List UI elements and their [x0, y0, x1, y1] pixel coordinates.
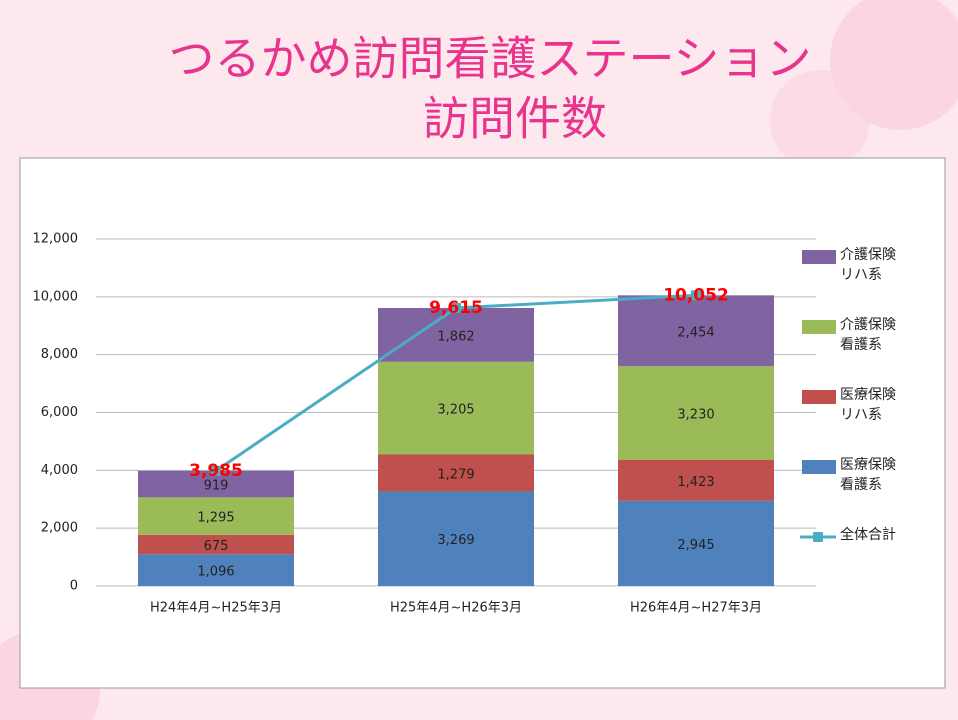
chart-subtitle: 訪問件数: [423, 92, 607, 146]
bar-segment: [618, 500, 774, 586]
y-tick-label: 6,000: [41, 405, 78, 420]
legend-swatch: [813, 532, 823, 542]
y-tick-label: 12,000: [33, 232, 79, 247]
line-marker: [691, 290, 701, 301]
data-label: 919: [204, 479, 229, 494]
data-label: 1,295: [197, 511, 234, 526]
legend-label: 介護保険リハ系: [840, 247, 896, 283]
chart-title: つるかめ訪問看護ステーション: [168, 32, 811, 86]
legend-swatch: [802, 460, 836, 474]
bar-segment: [378, 491, 534, 586]
legend-label: 医療保険リハ系: [840, 387, 896, 423]
data-label: 1,096: [197, 565, 234, 580]
line-marker: [451, 302, 461, 313]
data-label: 2,454: [677, 325, 714, 340]
legend-swatch: [802, 320, 836, 334]
x-tick-label: H26年4月~H27年3月: [630, 601, 762, 616]
data-label: 3,230: [677, 407, 714, 422]
legend-label: 全体合計: [840, 527, 896, 543]
bar-segment: [138, 534, 294, 555]
x-tick-label: H25年4月~H26年3月: [390, 601, 522, 616]
total-label: 10,052: [663, 285, 729, 305]
y-tick-label: 0: [70, 579, 78, 594]
y-tick-label: 10,000: [33, 289, 79, 304]
data-label: 1,279: [437, 467, 474, 482]
data-label: 675: [204, 539, 229, 554]
y-tick-label: 2,000: [41, 521, 78, 536]
total-label: 9,615: [429, 298, 483, 318]
data-label: 1,862: [437, 329, 474, 344]
bar-segment: [138, 554, 294, 586]
y-tick-label: 8,000: [41, 347, 78, 362]
legend-swatch: [802, 390, 836, 404]
legend-label: 介護保険看護系: [840, 317, 896, 353]
line-marker: [211, 465, 221, 476]
bar-segment: [618, 366, 774, 460]
bar-segment: [378, 454, 534, 492]
legend-swatch: [802, 250, 836, 264]
bar-segment: [378, 307, 534, 362]
bar-segment: [378, 361, 534, 455]
bar-segment: [618, 459, 774, 501]
data-label: 3,269: [437, 533, 474, 548]
bar-segment: [618, 295, 774, 367]
y-tick-label: 4,000: [41, 463, 78, 478]
x-tick-label: H24年4月~H25年3月: [150, 601, 282, 616]
bar-segment: [138, 497, 294, 535]
decoration: [770, 70, 870, 170]
data-label: 2,945: [677, 538, 714, 553]
total-label: 3,985: [189, 461, 243, 481]
data-label: 3,205: [437, 403, 474, 418]
data-label: 1,423: [677, 475, 714, 490]
legend-label: 医療保険看護系: [840, 457, 896, 493]
